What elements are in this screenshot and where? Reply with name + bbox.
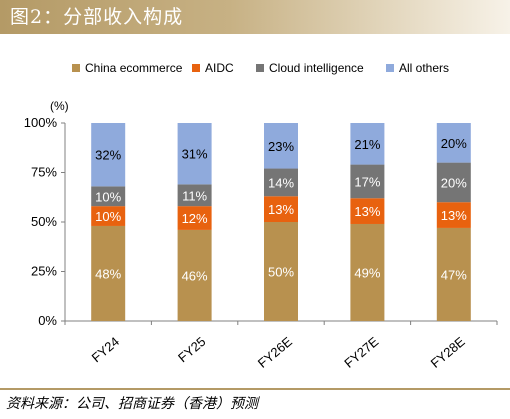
x-tick-label: FY27E: [341, 334, 381, 371]
legend-item: AIDC: [192, 60, 234, 76]
x-tick-label: FY26E: [255, 334, 295, 371]
bar-segment: [91, 123, 126, 187]
data-label: 20%: [441, 175, 467, 190]
data-label: 49%: [354, 265, 380, 280]
bar-segment: [264, 123, 298, 169]
bar-segment: [177, 229, 212, 321]
y-tick-label: 100%: [24, 115, 58, 130]
data-label: 10%: [95, 189, 121, 204]
bar-segment: [177, 123, 212, 185]
data-label: 11%: [182, 188, 207, 203]
legend-item: China ecommerce: [72, 60, 182, 76]
data-label: 31%: [182, 147, 208, 162]
data-label: 23%: [268, 139, 294, 154]
data-label: 10%: [95, 209, 121, 224]
y-tick-label: 25%: [31, 264, 57, 279]
bar-segment: [177, 184, 212, 207]
data-label: 21%: [354, 137, 380, 152]
y-tick-label: 75%: [31, 165, 57, 180]
footer-divider: [0, 388, 510, 390]
legend-swatch: [72, 64, 80, 72]
data-label: 20%: [441, 136, 467, 151]
data-label: 48%: [95, 266, 121, 281]
bar-segment: [350, 164, 385, 199]
y-tick-label: 50%: [31, 214, 57, 229]
legend: China ecommerce AIDC Cloud intelligence All…: [0, 60, 510, 76]
data-label: 13%: [441, 208, 467, 223]
bar-segment: [91, 206, 126, 226]
x-tick-label: FY24: [89, 334, 122, 365]
title-bar: 图2：分部收入构成: [0, 0, 510, 34]
data-label: 13%: [354, 204, 380, 219]
bar-segment: [436, 202, 471, 228]
x-tick-label: FY28E: [428, 334, 468, 371]
data-label: 32%: [95, 148, 121, 163]
data-label: 12%: [182, 211, 208, 226]
data-label: 50%: [268, 265, 294, 280]
legend-label: All others: [399, 61, 450, 75]
bar-segment: [436, 227, 471, 321]
x-tick-label: FY25: [175, 334, 208, 365]
legend-swatch: [386, 64, 394, 72]
chart-title: 图2：分部收入构成: [10, 6, 184, 28]
bar-segment: [264, 168, 298, 197]
bar-segment: [436, 123, 471, 163]
bar-segment: [350, 198, 385, 224]
bar-segment: [177, 206, 212, 230]
y-axis-unit-label: (%): [50, 99, 69, 113]
legend-label: China ecommerce: [85, 61, 183, 75]
bar-segment: [91, 186, 126, 207]
legend-swatch: [256, 64, 264, 72]
bar-segment: [436, 162, 471, 203]
bar-segment: [264, 196, 298, 222]
legend-label: AIDC: [205, 61, 234, 75]
bar-segment: [350, 123, 385, 165]
bar-segment: [350, 223, 385, 321]
data-label: 14%: [268, 175, 294, 190]
bar-segment: [264, 222, 298, 321]
y-tick-label: 0%: [38, 313, 57, 328]
data-label: 13%: [268, 202, 294, 217]
data-label: 17%: [354, 174, 380, 189]
legend-item: Cloud intelligence: [256, 60, 364, 76]
legend-item: All others: [386, 60, 449, 76]
data-label: 46%: [182, 268, 208, 283]
legend-swatch: [192, 64, 200, 72]
bar-segment: [91, 225, 126, 321]
source-note: 资料来源：公司、招商证券（香港）预测: [6, 396, 258, 412]
legend-label: Cloud intelligence: [269, 61, 364, 75]
stacked-bar-chart: (%) 0% 25% 50% 75% 100% 48% 10% 10% 32% FY24 46% 12%…: [24, 99, 498, 371]
data-label: 47%: [441, 267, 467, 282]
